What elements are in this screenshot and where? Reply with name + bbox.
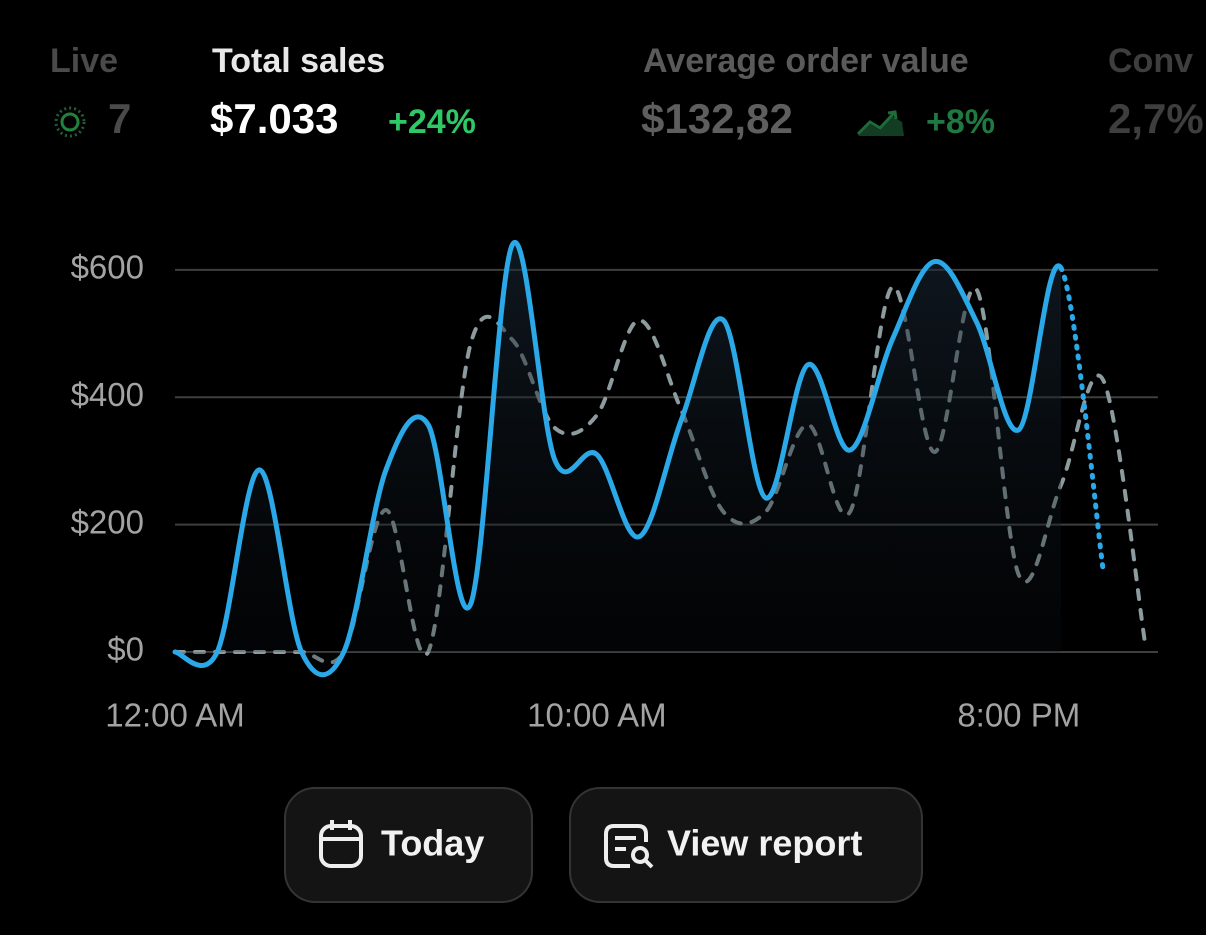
area <box>175 242 1061 675</box>
metric-change: +24% <box>388 103 476 141</box>
y-tick-label: $0 <box>107 631 144 668</box>
button-view-report[interactable]: View report <box>569 787 923 903</box>
live-icon-core <box>60 112 80 132</box>
x-tick-label: 12:00 AM <box>105 697 244 734</box>
metric-live[interactable]: Live 7 <box>50 42 131 142</box>
button-bg <box>569 787 923 903</box>
live-icon <box>54 106 86 138</box>
metric-value: $7.033 <box>210 95 338 142</box>
calendar-icon <box>319 824 363 868</box>
metric-label: Average order value <box>643 42 969 80</box>
x-tick-label: 10:00 AM <box>527 697 666 734</box>
y-tick-label: $600 <box>71 249 144 286</box>
x-tick-label: 8:00 PM <box>957 697 1080 734</box>
metric-value: $132,82 <box>641 95 793 142</box>
metric-label: Live <box>50 42 118 80</box>
metric-aov[interactable]: Average order value $132,82 +8% <box>641 42 995 142</box>
report-icon-handle <box>643 858 654 869</box>
trend-icon-line <box>856 110 898 136</box>
button-today[interactable]: Today <box>284 787 533 903</box>
report-icon-lens <box>631 846 649 864</box>
metric-value: 2,7% <box>1108 95 1204 142</box>
metric-conversion[interactable]: Conv 2,7% <box>1108 42 1204 142</box>
y-tick-label: $200 <box>71 503 144 540</box>
line <box>172 239 1064 677</box>
line <box>1058 265 1106 573</box>
metric-total-sales[interactable]: Total sales $7.033 +24% <box>210 42 476 142</box>
y-tick-label: $400 <box>71 376 144 413</box>
trend-icon <box>858 116 904 136</box>
metric-label: Total sales <box>212 42 385 80</box>
button-label: Today <box>381 823 484 864</box>
button-bg <box>284 787 533 903</box>
button-label: View report <box>667 823 862 864</box>
report-icon <box>604 824 648 868</box>
metric-value: 7 <box>108 95 131 142</box>
chart: $0 $200 $400 $600 12:00 AM 10:00 AM 8:00 PM <box>71 239 1158 734</box>
metric-label: Conv <box>1108 42 1193 80</box>
metric-change: +8% <box>926 103 995 141</box>
